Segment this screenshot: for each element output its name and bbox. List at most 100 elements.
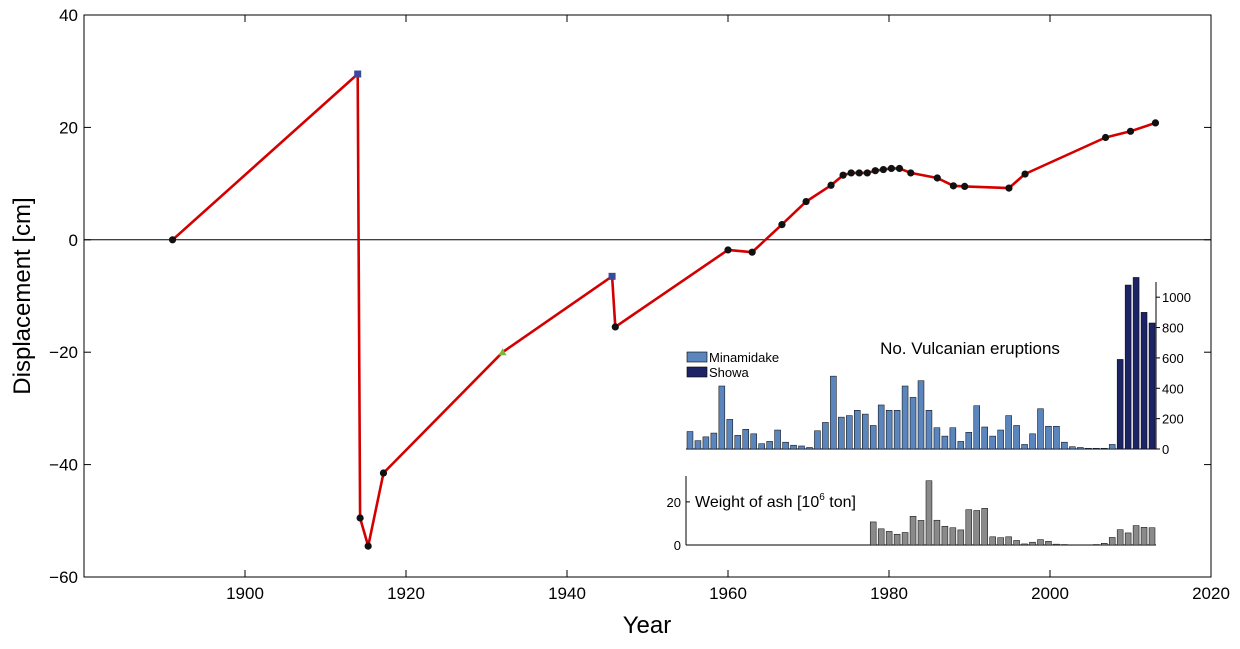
ash-bar bbox=[997, 537, 1004, 546]
data-point bbox=[724, 246, 732, 254]
eruption-bar-minamidake bbox=[933, 427, 941, 450]
ash-bar bbox=[1116, 529, 1124, 546]
eruption-bar-minamidake bbox=[1045, 425, 1052, 450]
eruptions-y-tick-label: 1000 bbox=[1162, 290, 1191, 305]
eruption-bar-minamidake bbox=[965, 432, 973, 450]
y-axis-label: Displacement [cm] bbox=[9, 197, 36, 394]
y-tick-label: 20 bbox=[59, 118, 78, 137]
legend-swatch-minamidake bbox=[686, 351, 708, 363]
x-tick-label: 1960 bbox=[709, 584, 747, 603]
data-point-square bbox=[354, 70, 362, 78]
eruption-bar-minamidake bbox=[846, 415, 853, 450]
eruption-bar-minamidake bbox=[997, 429, 1004, 450]
y-tick-label: −60 bbox=[49, 568, 78, 587]
ash-y-tick-label: 0 bbox=[674, 538, 681, 553]
ash-bar bbox=[869, 521, 877, 546]
eruption-bar-showa bbox=[1116, 359, 1124, 450]
eruption-bar-minamidake bbox=[862, 413, 869, 450]
eruption-bar-minamidake bbox=[981, 426, 988, 450]
eruption-bar-minamidake bbox=[1021, 444, 1028, 450]
eruption-bar-minamidake bbox=[909, 397, 917, 450]
eruption-bar-showa bbox=[1124, 284, 1132, 450]
ash-bar bbox=[1132, 525, 1140, 546]
data-point bbox=[611, 323, 619, 331]
eruption-bar-showa bbox=[1132, 277, 1140, 450]
eruption-bar-minamidake bbox=[1037, 408, 1044, 450]
eruption-bar-minamidake bbox=[814, 430, 821, 450]
ash-bar bbox=[1148, 527, 1156, 546]
data-point bbox=[871, 167, 879, 175]
eruption-bar-minamidake bbox=[1069, 446, 1076, 450]
y-tick-label: −40 bbox=[49, 456, 78, 475]
data-point bbox=[933, 174, 941, 182]
ash-bar bbox=[1108, 537, 1116, 546]
legend-label-minamidake: Minamidake bbox=[709, 350, 779, 365]
x-tick-label: 1900 bbox=[226, 584, 264, 603]
ash-bar bbox=[989, 536, 996, 546]
data-point-square bbox=[608, 272, 616, 280]
eruption-bar-minamidake bbox=[989, 435, 996, 450]
eruption-bar-minamidake bbox=[822, 422, 829, 450]
eruptions-y-tick-label: 600 bbox=[1162, 351, 1184, 366]
ash-title-exponent: 6 bbox=[819, 492, 825, 503]
eruptions-y-tick-label: 800 bbox=[1162, 321, 1184, 336]
x-tick-label: 1980 bbox=[870, 584, 908, 603]
eruption-bar-minamidake bbox=[830, 375, 837, 450]
ash-bar bbox=[1124, 532, 1132, 546]
data-point bbox=[961, 182, 969, 191]
ash-bar bbox=[941, 525, 949, 546]
ash-bar bbox=[877, 528, 885, 546]
eruption-bar-minamidake bbox=[1005, 415, 1012, 450]
ash-inset: 0 20 bbox=[667, 476, 1156, 553]
ash-bar bbox=[909, 516, 917, 546]
displacement-series bbox=[168, 70, 1160, 550]
ash-bar bbox=[1005, 536, 1012, 546]
eruption-bar-minamidake bbox=[734, 435, 742, 450]
eruption-bar-minamidake bbox=[957, 441, 965, 450]
ash-title-tail: ton] bbox=[825, 494, 856, 511]
x-tick-label: 1940 bbox=[548, 584, 586, 603]
eruption-bar-minamidake bbox=[949, 427, 957, 450]
displacement-line bbox=[171, 72, 1156, 548]
y-tick-label: 0 bbox=[69, 231, 78, 250]
ash-title-main: Weight of ash [10 bbox=[695, 494, 819, 511]
eruption-bar-minamidake bbox=[766, 441, 773, 450]
eruption-bar-minamidake bbox=[917, 380, 925, 450]
ash-bar bbox=[1045, 541, 1052, 546]
eruption-bar-minamidake bbox=[718, 385, 726, 450]
ash-title: Weight of ash [106 ton] bbox=[695, 492, 856, 511]
eruption-bar-minamidake bbox=[1029, 433, 1036, 450]
data-point-triangle bbox=[498, 348, 507, 356]
ash-bar bbox=[1013, 540, 1020, 546]
x-tick-label: 1920 bbox=[387, 584, 425, 603]
eruption-bar-minamidake bbox=[798, 445, 805, 450]
eruption-bar-showa bbox=[1148, 322, 1156, 450]
ash-bar bbox=[981, 508, 988, 546]
eruption-bar-minamidake bbox=[1061, 441, 1068, 450]
data-point bbox=[1021, 170, 1029, 178]
ash-bar bbox=[1053, 543, 1060, 546]
data-point bbox=[855, 169, 863, 177]
eruption-bar-minamidake bbox=[877, 404, 885, 450]
data-point bbox=[827, 181, 835, 189]
data-point bbox=[879, 165, 887, 174]
legend-label-showa: Showa bbox=[709, 365, 750, 380]
legend-swatch-showa bbox=[686, 366, 708, 378]
eruption-bar-minamidake bbox=[854, 410, 861, 450]
eruption-bar-minamidake bbox=[1100, 447, 1108, 450]
data-point bbox=[1151, 119, 1160, 127]
data-point bbox=[778, 221, 786, 229]
ash-bar bbox=[1021, 543, 1028, 546]
data-point bbox=[379, 469, 388, 477]
ash-bar bbox=[1029, 541, 1036, 546]
eruption-bar-minamidake bbox=[1077, 447, 1084, 450]
eruptions-y-tick-label: 0 bbox=[1162, 442, 1169, 457]
data-point bbox=[802, 197, 810, 206]
data-point bbox=[949, 182, 958, 190]
ash-bar bbox=[933, 519, 941, 546]
ash-bar bbox=[1037, 539, 1044, 546]
eruption-bar-minamidake bbox=[750, 433, 757, 450]
eruption-bar-minamidake bbox=[1093, 447, 1100, 450]
eruption-bar-minamidake bbox=[742, 429, 749, 450]
eruptions-inset: 0 200 400 600 800 1000 bbox=[686, 277, 1191, 457]
